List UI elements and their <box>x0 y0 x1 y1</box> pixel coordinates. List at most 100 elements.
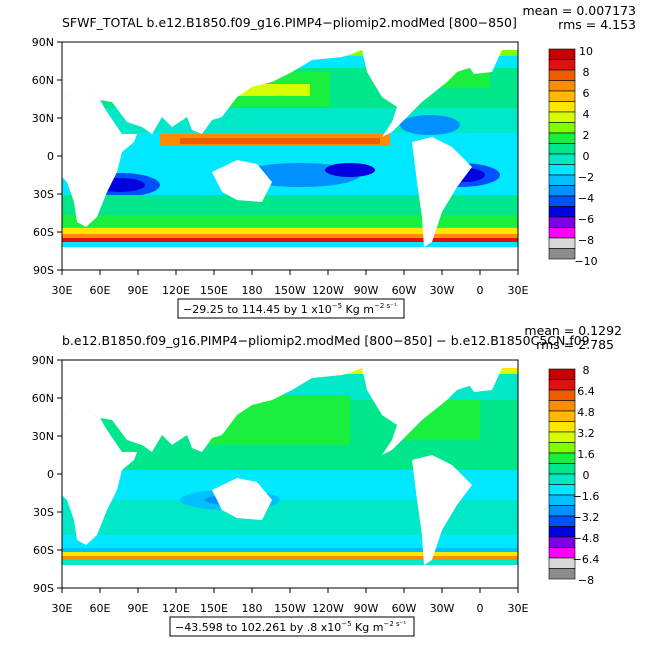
panel-1-cb-label-10: 10 <box>579 45 593 58</box>
panel-2-colorbar-swatch-14 <box>548 515 576 527</box>
panel-1-colorbar-swatch-1 <box>548 59 576 71</box>
panel-2-colorbar-swatch-7 <box>548 442 576 454</box>
panel-2-colorbar-swatch-13 <box>548 505 576 517</box>
panel-2-colorbar-swatch-8 <box>548 452 576 464</box>
panel-1-ytick-30s: 30S <box>33 188 54 201</box>
panel-2-ytick-90s: 90S <box>33 582 54 595</box>
panel-1-colorbar-swatch-17 <box>548 227 576 239</box>
panel-1-xtick-150e: 150E <box>200 284 228 297</box>
panel-2-xtick-120w: 120W <box>312 602 344 615</box>
panel-1-colorbar-swatch-8 <box>548 132 576 144</box>
panel-2-cb-label-m1-6: −1.6 <box>573 490 600 503</box>
panel-1-ytick-90n: 90N <box>32 36 54 49</box>
panel-1-cb-label-2: 2 <box>583 129 590 142</box>
panel-1-range-units: Kg m <box>342 303 374 316</box>
panel-2-range-exp: −5 <box>341 620 351 628</box>
panel-2-xtick-150e: 150E <box>200 602 228 615</box>
panel-1-cb-label-4: 4 <box>583 108 590 121</box>
panel-2-colorbar-swatch-16 <box>548 536 576 548</box>
panel-2-colorbar-swatch-10 <box>548 473 576 485</box>
panel-1-xtick-90w: 90W <box>354 284 379 297</box>
panel-2-ytick-0: 0 <box>47 468 54 481</box>
panel-1-xtick-30e: 30E <box>52 284 73 297</box>
panel-2-xtick-30w: 30W <box>430 602 455 615</box>
panel-2-cb-label-6-4: 6.4 <box>577 385 595 398</box>
panel-1-xtick-30e-end: 30E <box>508 284 529 297</box>
panel-1-colorbar-swatch-5 <box>548 101 576 113</box>
panel-2-xtick-180: 180 <box>242 602 263 615</box>
panel-1-ytick-90s: 90S <box>33 264 54 277</box>
panel-1-cb-label-m8: −8 <box>578 234 594 247</box>
panel-2-cb-label-1-6: 1.6 <box>577 448 595 461</box>
panel-2-colorbar-swatch-1 <box>548 379 576 391</box>
panel-1-title: SFWF_TOTAL b.e12.B1850.f09_g16.PIMP4−pli… <box>62 15 517 30</box>
panel-1-colorbar-swatch-9 <box>548 143 576 155</box>
panel-1-range-units-exp: −2 s⁻¹ <box>374 302 397 310</box>
panel-2-colorbar <box>548 368 576 580</box>
panel-1-map <box>62 42 518 270</box>
panel-2-ytick-60s: 60S <box>33 544 54 557</box>
panel-2-colorbar-swatch-4 <box>548 410 576 422</box>
panel-2-xtick-60w: 60W <box>392 602 417 615</box>
panel-2-title: b.e12.B1850.f09_g16.PIMP4−pliomip2.modMe… <box>62 333 590 348</box>
panel-1-rms: rms = 4.153 <box>558 17 636 32</box>
panel-2-range-text: −43.598 to 102.261 by .8 x10 <box>175 621 341 634</box>
panel-1-colorbar-swatch-18 <box>548 237 576 249</box>
panel-1-colorbar-swatch-2 <box>548 69 576 81</box>
panel-1-colorbar-labels: 10 8 6 4 2 0 −2 −4 −6 −8 −10 <box>574 45 597 268</box>
panel-1-range-text: −29.25 to 114.45 by 1 x10 <box>183 303 332 316</box>
panel-2-ytick-30s: 30S <box>33 506 54 519</box>
panel-1-mean: mean = 0.007173 <box>522 3 636 18</box>
panel-2-cb-label-m6-4: −6.4 <box>573 553 600 566</box>
panel-1-colorbar-swatch-15 <box>548 206 576 218</box>
panel-2-colorbar-swatch-11 <box>548 484 576 496</box>
panel-1: SFWF_TOTAL b.e12.B1850.f09_g16.PIMP4−pli… <box>32 3 636 319</box>
panel-2-colorbar-swatch-12 <box>548 494 576 506</box>
panel-2-colorbar-swatch-19 <box>548 568 576 580</box>
panel-1-xtick-60w: 60W <box>392 284 417 297</box>
panel-2-cb-label-3-2: 3.2 <box>577 427 595 440</box>
panel-1-cb-label-0: 0 <box>583 150 590 163</box>
panel-1-ytick-60n: 60N <box>32 74 54 87</box>
panel-1-x-ticks: 30E 60E 90E 120E 150E 180 150W 120W 90W … <box>52 270 529 297</box>
panel-1-colorbar <box>548 48 576 260</box>
panel-2-map <box>62 360 518 588</box>
panel-1-colorbar-swatch-6 <box>548 111 576 123</box>
panel-2-colorbar-swatch-17 <box>548 547 576 559</box>
panel-2-x-ticks: 30E 60E 90E 120E 150E 180 150W 120W 90W … <box>52 588 529 615</box>
panel-2-colorbar-swatch-3 <box>548 400 576 412</box>
panel-2-cb-label-m3-2: −3.2 <box>573 511 600 524</box>
panel-1-ytick-30n: 30N <box>32 112 54 125</box>
panel-2-colorbar-swatch-9 <box>548 463 576 475</box>
svg-text:−43.598 to 102.261 by .8 x10−5: −43.598 to 102.261 by .8 x10−5 Kg m−2 s⁻… <box>175 620 406 634</box>
panel-1-ytick-60s: 60S <box>33 226 54 239</box>
panel-2-colorbar-swatch-15 <box>548 526 576 538</box>
panel-1-cb-label-m2: −2 <box>578 171 594 184</box>
panel-2-colorbar-swatch-6 <box>548 431 576 443</box>
svg-text:−29.25 to 114.45 by 1 x10−5 Kg: −29.25 to 114.45 by 1 x10−5 Kg m−2 s⁻¹ <box>183 302 397 316</box>
panel-1-y-ticks: 90N 60N 30N 0 30S 60S 90S <box>32 36 62 277</box>
panel-1-colorbar-swatch-3 <box>548 80 576 92</box>
panel-1-xtick-60e: 60E <box>90 284 111 297</box>
panel-2-xtick-90w: 90W <box>354 602 379 615</box>
panel-1-xtick-90e: 90E <box>128 284 149 297</box>
panel-1-colorbar-swatch-14 <box>548 195 576 207</box>
panel-1-xtick-120w: 120W <box>312 284 344 297</box>
panel-1-cb-label-m10: −10 <box>574 255 597 268</box>
panel-1-xtick-120e: 120E <box>162 284 190 297</box>
panel-1-colorbar-swatch-10 <box>548 153 576 165</box>
panel-1-colorbar-swatch-19 <box>548 248 576 260</box>
panel-1-colorbar-swatch-4 <box>548 90 576 102</box>
panel-2-range-units-exp: −2 s⁻¹ <box>383 620 406 628</box>
panel-2-colorbar-labels: 8 6.4 4.8 3.2 1.6 0 −1.6 −3.2 −4.8 −6.4 … <box>573 364 600 587</box>
panel-2-xtick-30e: 30E <box>52 602 73 615</box>
panel-2-cb-label-0: 0 <box>583 469 590 482</box>
panel-2-xtick-120e: 120E <box>162 602 190 615</box>
panel-2-cb-label-4-8: 4.8 <box>577 406 595 419</box>
panel-2-ytick-60n: 60N <box>32 392 54 405</box>
panel-2-xtick-0: 0 <box>477 602 484 615</box>
panel-1-xtick-0: 0 <box>477 284 484 297</box>
panel-2-cb-label-m8: −8 <box>578 574 594 587</box>
panel-2-cb-label-8: 8 <box>583 364 590 377</box>
